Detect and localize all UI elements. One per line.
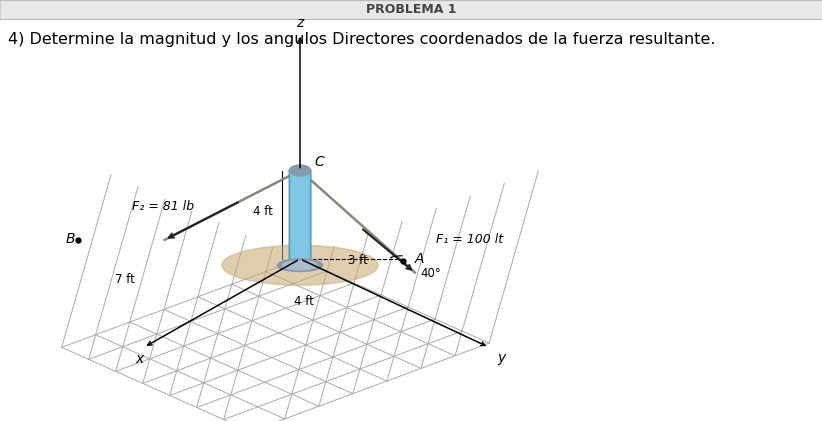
Text: 7 ft: 7 ft (115, 274, 135, 286)
Ellipse shape (222, 245, 378, 285)
Text: 4) Determine la magnitud y los angulos Directores coordenados de la fuerza resul: 4) Determine la magnitud y los angulos D… (8, 32, 716, 47)
Text: F₁ = 100 lt: F₁ = 100 lt (436, 234, 503, 246)
Ellipse shape (283, 261, 317, 270)
Text: B: B (66, 232, 76, 246)
FancyBboxPatch shape (289, 170, 311, 264)
Text: 4 ft: 4 ft (294, 296, 314, 308)
Text: F₂ = 81 lb: F₂ = 81 lb (132, 200, 194, 213)
Text: z: z (297, 16, 303, 30)
Text: C: C (314, 155, 324, 169)
Text: 40°: 40° (421, 267, 441, 280)
Text: A: A (415, 252, 425, 266)
Text: PROBLEMA 1: PROBLEMA 1 (366, 3, 456, 16)
Text: 4 ft: 4 ft (253, 205, 273, 218)
Ellipse shape (277, 259, 322, 272)
Text: 3 ft: 3 ft (348, 254, 367, 266)
Circle shape (289, 165, 311, 176)
FancyBboxPatch shape (0, 0, 822, 19)
Text: y: y (497, 351, 506, 365)
Text: x: x (136, 352, 144, 366)
